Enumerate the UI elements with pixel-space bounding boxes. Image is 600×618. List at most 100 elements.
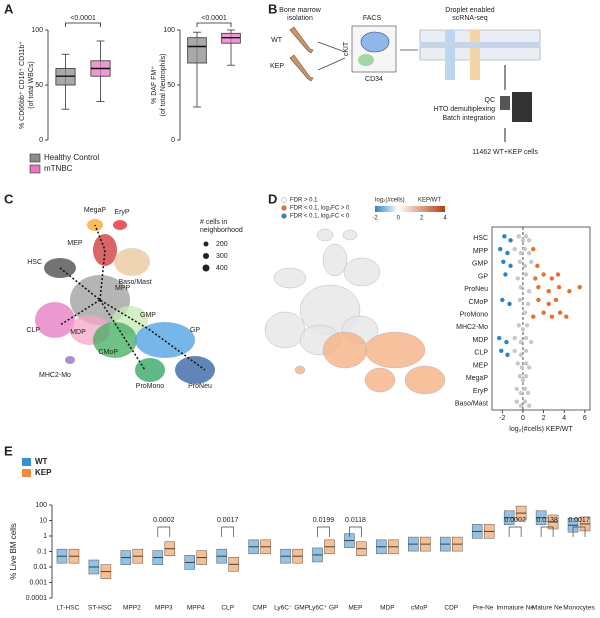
point [523,348,529,353]
point [518,403,524,408]
x-tick-label: MPP4 [187,605,205,612]
point [518,250,524,256]
point [497,335,502,341]
x-tick-label: LT-HSC [57,605,80,612]
point [536,285,541,290]
legend-label: WT [35,457,48,466]
point [556,285,562,290]
point [523,361,529,366]
cluster-label: EryP [114,209,130,216]
point [533,276,538,281]
trajectory [59,224,206,371]
x-tick-label: MPP3 [155,605,173,612]
x-tick-label: MPP2 [123,605,141,612]
point [520,238,526,243]
bracket [540,526,554,537]
x-tick-label: CMP [252,605,266,612]
point [518,339,524,345]
p-value: 0.0002 [153,517,175,524]
label: Bone marrow [279,7,322,14]
size-key [202,264,210,272]
y-axis-label: (of total Neutrophils) [160,53,167,116]
cluster-label: CLP [26,327,40,334]
bracket [317,526,330,537]
point [541,272,546,277]
y-tick-label: MPP [473,248,489,255]
point [517,297,523,303]
umap-region [322,243,348,277]
step-label: HTO demultiplexing [434,106,495,113]
colorbar-title: KEP/WT [418,198,441,204]
umap-region [404,365,446,395]
legend-dot [281,205,287,211]
legend-label: 300 [216,253,228,260]
cluster-label: MEP [67,240,83,247]
point [512,335,517,341]
point [526,238,532,243]
umap-region [273,267,307,289]
cluster-label: GMP [140,312,156,319]
channel [445,30,455,80]
y-tick-label: MEP [473,362,489,369]
point [524,323,530,328]
cluster [135,358,165,382]
legend-swatch [22,458,31,466]
point [499,348,504,353]
point [516,234,522,239]
point [514,399,519,404]
legend-label: Healthy Control [44,153,99,162]
cluster-label: MPP [115,285,131,292]
point [515,276,520,281]
p-value: 0.0017 [568,517,590,524]
x-tick-label: 4 [562,415,566,422]
y-tick-label: MHC2-Mo [456,324,488,331]
cluster [93,322,137,358]
size-key [202,252,210,260]
point [501,259,506,264]
p-value: 0.0118 [345,517,366,524]
x-tick-label: 2 [542,415,546,422]
cluster-label: Baso/Mast [118,279,151,286]
computer-screen [500,96,510,110]
colorbar-tick-label: 4 [443,216,447,222]
cluster [113,220,127,230]
legend-title: neighborhood [200,227,243,234]
point [526,289,532,294]
point [515,361,520,366]
umap-region [364,367,396,393]
cluster [114,248,150,276]
legend-swatch [22,469,31,477]
point [508,263,513,268]
bracket [196,22,232,27]
point [526,365,532,370]
y-tick-label: 1 [43,533,47,540]
label: FACS [363,15,382,22]
point [523,335,529,341]
umap-region [322,331,368,369]
point [541,310,546,315]
step-label: QC [485,97,496,104]
legend-label: FDR < 0.1, log₂FC < 0 [290,214,350,220]
label: isolation [287,15,313,22]
point [577,285,582,290]
point [505,250,510,256]
point [564,314,569,319]
umap-region [343,257,381,287]
cluster [135,322,195,358]
x-tick-label: MEP [348,605,362,612]
point [500,297,505,303]
y-tick-label: ProMono [460,311,489,318]
axis-label: CD34 [365,76,383,83]
umap-region [294,365,306,375]
point [525,390,531,396]
point [522,310,528,315]
x-tick-label: -2 [499,415,505,422]
y-axis-label: % DAF FM⁺ [151,66,158,104]
point [546,289,551,294]
bracket [65,22,101,27]
y-tick-label: CMoP [469,299,489,306]
x-tick-label: Ly6C⁺ GP [309,605,339,612]
legend-label: mTNBC [44,164,73,173]
point [504,339,509,345]
cluster [93,234,117,266]
